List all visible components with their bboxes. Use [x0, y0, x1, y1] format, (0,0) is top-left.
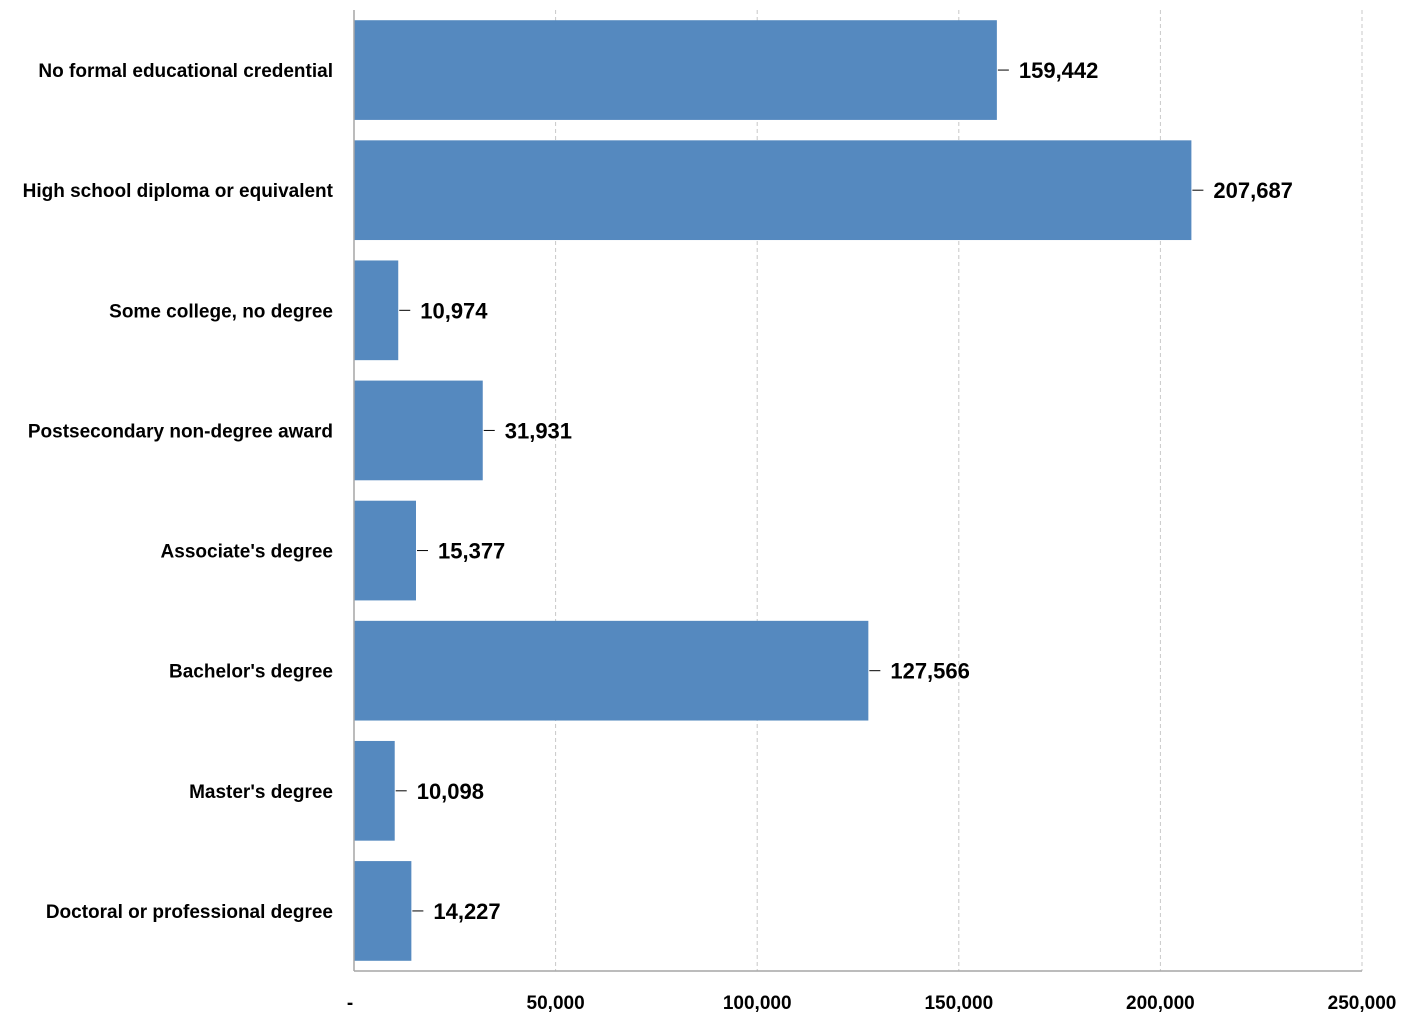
bar [354, 380, 483, 481]
value-label: 14,227 [433, 899, 500, 924]
category-label: No formal educational credential [38, 61, 333, 82]
bar [354, 140, 1192, 241]
axes [353, 10, 1362, 972]
value-label: 15,377 [438, 539, 505, 564]
gridlines [555, 10, 1363, 971]
x-tick-label: 100,000 [723, 993, 792, 1013]
x-tick-labels: - 50,000 100,000 150,000 200,000 250,000 [347, 993, 1397, 1013]
bar [354, 740, 395, 841]
bar [354, 861, 412, 961]
x-tick-label: 200,000 [1126, 993, 1195, 1013]
value-label: 31,931 [505, 418, 572, 443]
bars [354, 20, 1192, 961]
value-labels: 159,442 207,687 10,974 31,931 15,377 127,566 1… [417, 58, 1293, 924]
x-tick-label: 150,000 [924, 993, 993, 1013]
value-label: 159,442 [1019, 58, 1099, 83]
category-label: Master's degree [189, 782, 333, 803]
bar [354, 260, 399, 361]
value-label: 127,566 [890, 659, 970, 684]
value-leaders [395, 69, 1204, 912]
category-labels: No formal educational credential High sch… [23, 61, 334, 923]
x-tick-label: - [347, 993, 353, 1013]
category-label: Associate's degree [161, 542, 333, 563]
bar [354, 500, 417, 601]
category-label: Bachelor's degree [169, 662, 333, 683]
value-label: 207,687 [1213, 178, 1293, 203]
category-label: Postsecondary non-degree award [28, 421, 333, 442]
value-label: 10,974 [420, 298, 488, 323]
bar [354, 20, 997, 120]
value-label: 10,098 [417, 779, 484, 804]
x-tick-label: 250,000 [1328, 993, 1397, 1013]
bar [354, 620, 869, 721]
category-label: High school diploma or equivalent [23, 181, 334, 202]
category-label: Doctoral or professional degree [46, 902, 333, 923]
x-tick-label: 50,000 [527, 993, 585, 1013]
category-label: Some college, no degree [109, 301, 333, 322]
